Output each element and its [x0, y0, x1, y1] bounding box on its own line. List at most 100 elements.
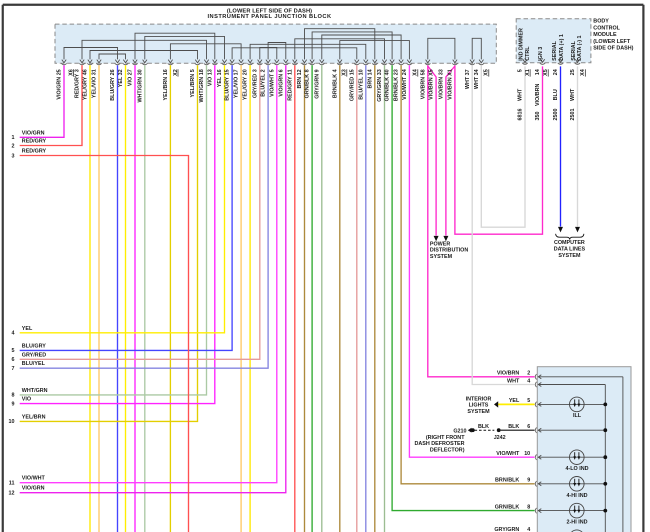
svg-text:GRY/GRN: GRY/GRN: [494, 527, 519, 532]
svg-text:BLU/YEL: BLU/YEL: [22, 361, 46, 367]
svg-text:DEFLECTOR): DEFLECTOR): [430, 447, 465, 453]
svg-text:BRN 14: BRN 14: [367, 69, 373, 88]
svg-text:12: 12: [9, 491, 15, 497]
svg-text:VIO/BRN X1: VIO/BRN X1: [448, 69, 454, 100]
svg-text:X4: X4: [413, 69, 419, 76]
svg-text:YEL/GRY 20: YEL/GRY 20: [243, 69, 249, 100]
svg-text:9: 9: [527, 478, 530, 484]
svg-text:BRN/BLK 4: BRN/BLK 4: [332, 69, 338, 98]
svg-text:RED/GRY 3: RED/GRY 3: [75, 69, 81, 98]
svg-text:BLU/GRY: BLU/GRY: [22, 343, 46, 349]
svg-text:8: 8: [527, 504, 530, 510]
svg-text:VIO/BRN: VIO/BRN: [535, 83, 541, 106]
svg-text:WHT 34: WHT 34: [474, 69, 480, 89]
svg-text:POWER: POWER: [430, 241, 450, 247]
svg-text:BODY: BODY: [593, 19, 609, 25]
svg-text:SYSTEM: SYSTEM: [467, 409, 490, 415]
svg-text:BLU/GRY 15: BLU/GRY 15: [225, 69, 231, 100]
svg-text:WHT: WHT: [507, 378, 520, 384]
svg-text:G210: G210: [453, 428, 466, 434]
svg-text:4-HI IND: 4-HI IND: [567, 493, 588, 499]
svg-text:BRN/BLK: BRN/BLK: [495, 478, 519, 484]
svg-text:4: 4: [527, 378, 530, 384]
svg-text:2: 2: [12, 143, 15, 149]
svg-text:X3: X3: [342, 69, 348, 76]
svg-text:DISTRIBUTION: DISTRIBUTION: [430, 248, 468, 254]
svg-text:YEL 16: YEL 16: [217, 69, 223, 87]
svg-text:VIO 27: VIO 27: [128, 69, 134, 86]
svg-text:BLU: BLU: [553, 89, 559, 100]
svg-text:COMPUTER: COMPUTER: [554, 240, 585, 246]
svg-text:GRY/GRN 33: GRY/GRN 33: [377, 69, 383, 101]
svg-text:VIO/WHT: VIO/WHT: [22, 476, 46, 482]
svg-text:WHT/GRN 18: WHT/GRN 18: [199, 69, 205, 102]
svg-text:VIO/GRN: VIO/GRN: [22, 486, 45, 492]
svg-text:J242: J242: [494, 435, 506, 441]
svg-text:14: 14: [535, 69, 541, 75]
svg-text:24: 24: [553, 69, 559, 75]
svg-text:GRY/RED 3: GRY/RED 3: [252, 69, 258, 98]
svg-text:2500: 2500: [553, 109, 559, 121]
svg-text:IGN 3: IGN 3: [538, 47, 544, 61]
svg-text:MODULE: MODULE: [593, 32, 617, 38]
svg-text:SYSTEM: SYSTEM: [558, 253, 581, 259]
svg-text:X6: X6: [68, 69, 74, 76]
svg-text:YEL: YEL: [22, 326, 33, 332]
svg-text:YEL/GRY 46: YEL/GRY 46: [83, 69, 89, 100]
svg-text:WHT/GRN: WHT/GRN: [22, 388, 48, 394]
svg-text:4-LO IND: 4-LO IND: [565, 466, 588, 472]
svg-text:BLU/YEL 2: BLU/YEL 2: [261, 69, 267, 96]
svg-text:WHT 37: WHT 37: [465, 69, 471, 89]
svg-text:YEL/BRN 16: YEL/BRN 16: [163, 69, 169, 100]
svg-text:GRY/GRN 9: GRY/GRN 9: [314, 69, 320, 98]
svg-text:5: 5: [518, 69, 524, 72]
svg-text:BRN 12: BRN 12: [297, 69, 303, 88]
svg-text:DATA (+) 1: DATA (+) 1: [559, 34, 565, 61]
svg-text:VIO/BRN X5: VIO/BRN X5: [429, 69, 435, 100]
svg-text:SIDE OF DASH): SIDE OF DASH): [593, 46, 633, 52]
svg-text:7: 7: [12, 366, 15, 372]
svg-text:LIGHTS: LIGHTS: [469, 403, 489, 409]
svg-text:10: 10: [9, 419, 15, 425]
svg-text:X4: X4: [580, 69, 586, 76]
svg-text:11: 11: [9, 481, 15, 487]
svg-text:VIO/BRN: VIO/BRN: [497, 371, 520, 377]
svg-text:8: 8: [12, 393, 15, 399]
svg-text:BRN/BLK 23: BRN/BLK 23: [394, 69, 400, 101]
svg-text:YEL: YEL: [509, 398, 520, 404]
svg-text:RED/GRY 11: RED/GRY 11: [287, 69, 293, 100]
svg-text:YEL/BRN: YEL/BRN: [22, 414, 46, 420]
svg-text:9: 9: [12, 401, 15, 407]
svg-text:3: 3: [12, 153, 15, 159]
svg-text:SERIAL: SERIAL: [552, 40, 558, 60]
svg-text:VIO/BRN 58: VIO/BRN 58: [420, 69, 426, 99]
svg-text:RED/GRY: RED/GRY: [22, 149, 47, 155]
svg-text:VIO/WHT: VIO/WHT: [496, 451, 520, 457]
svg-text:6: 6: [12, 357, 15, 363]
svg-text:SERIAL: SERIAL: [571, 40, 577, 60]
svg-text:DATA LINES: DATA LINES: [554, 246, 586, 252]
svg-text:DASH DEFROSTER: DASH DEFROSTER: [414, 441, 464, 447]
svg-text:2501: 2501: [570, 109, 576, 121]
svg-text:BLU/GRY 26: BLU/GRY 26: [110, 69, 116, 100]
svg-text:YEL/VIO 31: YEL/VIO 31: [92, 69, 98, 98]
svg-text:VIO/GRN 25: VIO/GRN 25: [57, 69, 63, 99]
svg-text:ILL: ILL: [573, 413, 582, 419]
svg-text:VIO/WHT 5: VIO/WHT 5: [269, 69, 275, 97]
svg-text:INTERIOR: INTERIOR: [466, 396, 492, 402]
svg-text:6: 6: [527, 424, 530, 430]
svg-text:CTRL: CTRL: [525, 46, 531, 61]
svg-text:GRN/BLK 8: GRN/BLK 8: [305, 69, 311, 98]
svg-text:(RIGHT FRONT: (RIGHT FRONT: [426, 435, 465, 441]
svg-text:YEL 32: YEL 32: [118, 69, 124, 87]
svg-text:4: 4: [527, 527, 530, 532]
svg-text:DATA (-) 1: DATA (-) 1: [577, 35, 583, 60]
svg-text:6816: 6816: [518, 109, 524, 121]
svg-text:VIO/GRN 6: VIO/GRN 6: [278, 69, 284, 96]
svg-text:2-HI IND: 2-HI IND: [567, 520, 588, 526]
svg-text:IND DIMMER: IND DIMMER: [518, 28, 524, 61]
svg-text:SYSTEM: SYSTEM: [430, 254, 453, 260]
svg-text:YEL/BRN 5: YEL/BRN 5: [190, 69, 196, 97]
svg-text:2: 2: [527, 371, 530, 377]
svg-text:X5: X5: [543, 69, 549, 76]
